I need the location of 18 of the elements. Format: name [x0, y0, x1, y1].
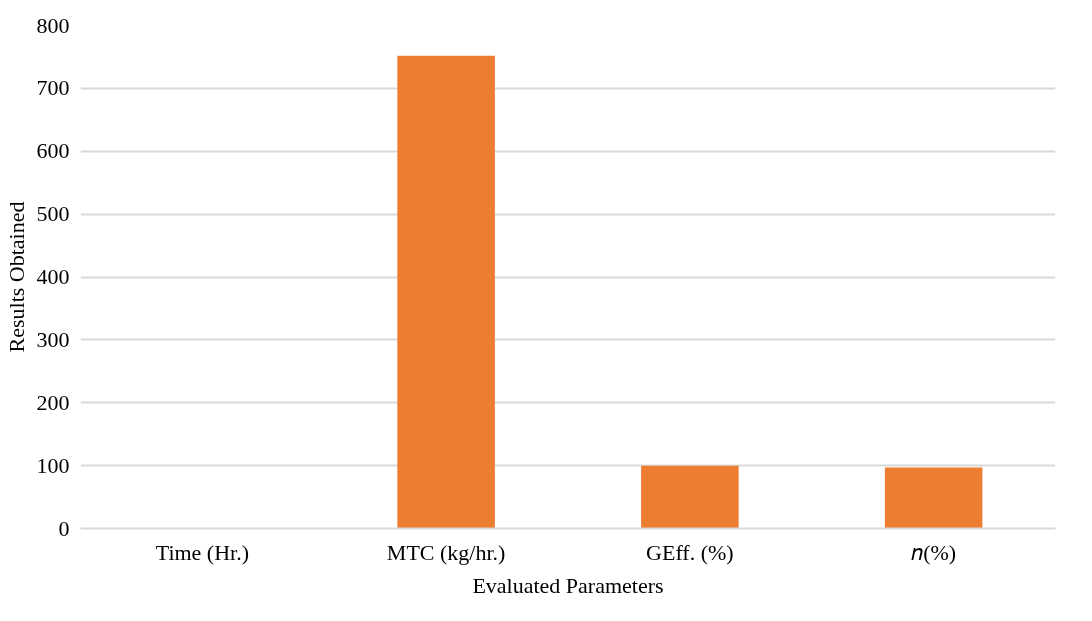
- y-tick-label: 200: [36, 389, 70, 415]
- bar: [641, 465, 739, 529]
- bar: [397, 55, 495, 529]
- x-tick-label: 𝑛(%): [911, 539, 957, 565]
- y-tick-label: 400: [36, 264, 70, 289]
- y-axis-title: Results Obtained: [3, 201, 29, 353]
- y-tick-label: 700: [36, 75, 70, 101]
- x-axis-title: Evaluated Parameters: [472, 572, 664, 598]
- x-tick-label: Time (Hr.): [155, 539, 250, 565]
- y-tick-label: 0: [58, 515, 70, 541]
- y-tick-label: 500: [36, 201, 70, 227]
- y-tick-label: 800: [36, 12, 70, 38]
- x-tick-label: GEff. (%): [646, 539, 734, 565]
- y-tick-label: 300: [36, 326, 70, 352]
- bar: [884, 467, 983, 529]
- y-tick-label: 100: [36, 452, 70, 478]
- x-tick-label: MTC (kg/hr.): [386, 539, 506, 565]
- y-tick-label: 600: [36, 138, 70, 164]
